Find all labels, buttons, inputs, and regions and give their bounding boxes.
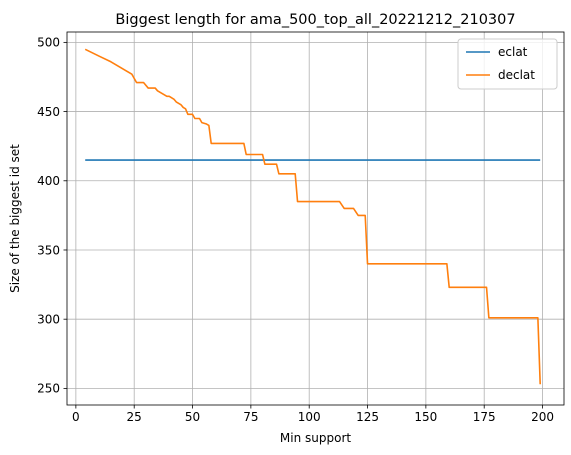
x-tick-label: 75 — [243, 410, 258, 424]
plot-area — [67, 32, 564, 405]
y-tick-label: 400 — [37, 174, 60, 188]
y-tick-label: 450 — [37, 105, 60, 119]
x-tick-label: 25 — [127, 410, 142, 424]
legend-label-eclat: eclat — [498, 45, 528, 59]
y-tick-label: 500 — [37, 36, 60, 50]
legend: eclat declat — [457, 38, 558, 90]
series-lines — [84, 48, 541, 385]
x-tick-label: 175 — [473, 410, 496, 424]
x-tick-label: 0 — [72, 410, 80, 424]
series-line-declat — [84, 48, 541, 385]
legend-label-declat: declat — [498, 68, 535, 82]
x-axis-ticks: 0 25 50 75 100 125 150 175 200 — [72, 405, 554, 424]
x-axis-label: Min support — [280, 431, 351, 445]
plot-frame — [66, 31, 565, 406]
x-tick-label: 100 — [298, 410, 321, 424]
y-tick-label: 350 — [37, 243, 60, 257]
grid-lines — [67, 32, 564, 405]
y-tick-label: 300 — [37, 312, 60, 326]
y-axis-ticks: 250 300 350 400 450 500 — [37, 36, 67, 396]
x-tick-label: 200 — [531, 410, 554, 424]
x-tick-label: 50 — [185, 410, 200, 424]
y-tick-label: 250 — [37, 382, 60, 396]
y-axis-label: Size of the biggest id set — [8, 144, 22, 293]
x-tick-label: 125 — [356, 410, 379, 424]
x-tick-label: 150 — [414, 410, 437, 424]
chart-title: Biggest length for ama_500_top_all_20221… — [115, 12, 515, 28]
